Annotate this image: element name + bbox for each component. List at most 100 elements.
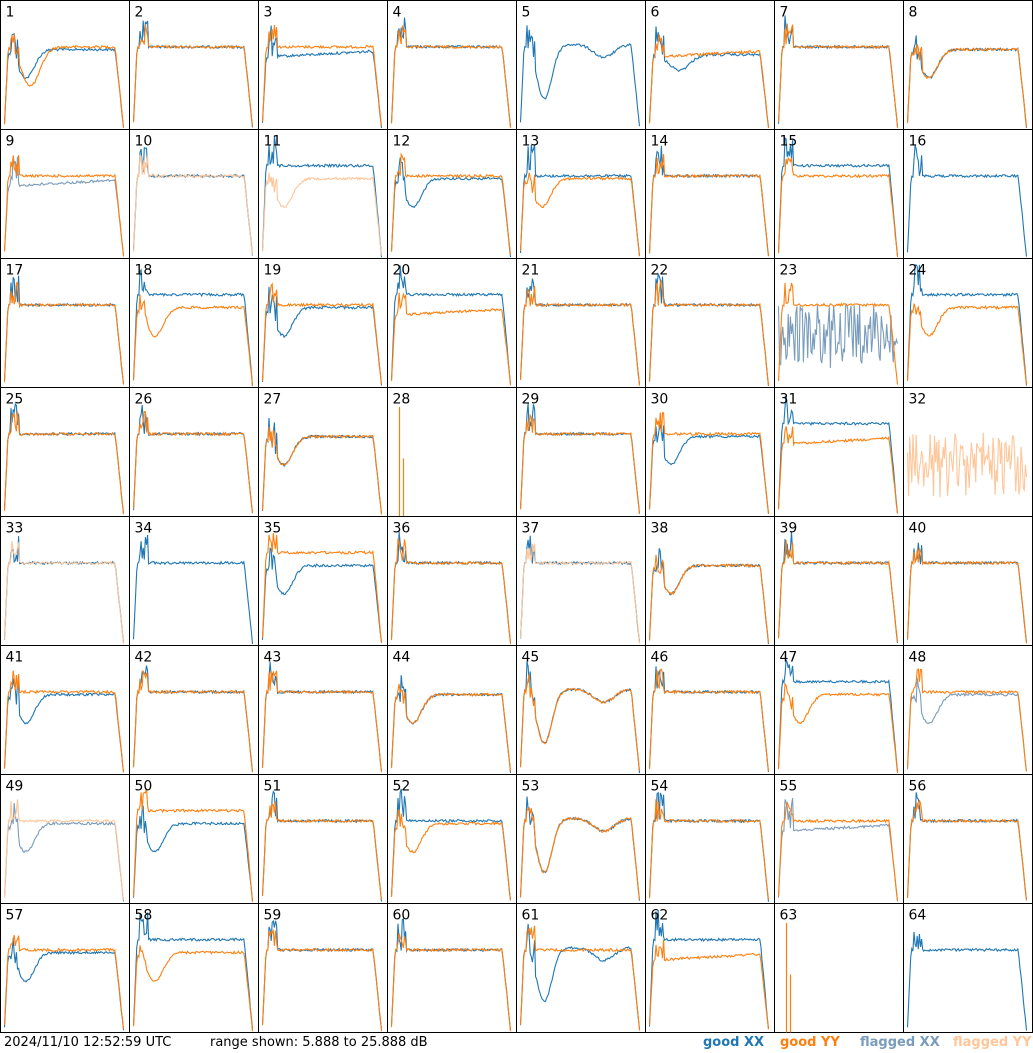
panel-label: 38 <box>651 521 669 537</box>
panel-frame <box>129 129 259 259</box>
panel-frame <box>0 903 130 1033</box>
panel-frame <box>645 516 775 646</box>
series-xx-line <box>648 423 770 514</box>
panel-frame <box>258 903 388 1033</box>
panel-label: 64 <box>909 908 927 924</box>
panel-label: 5 <box>522 5 531 21</box>
series-yy-line <box>519 172 641 257</box>
panel-frame <box>516 903 646 1033</box>
panel-frame <box>645 774 775 904</box>
series-xx-line <box>777 394 899 514</box>
series-xx-line <box>3 155 125 256</box>
series-yy-line <box>132 410 254 513</box>
series-yy-line <box>906 799 1028 901</box>
series-yy-line <box>3 155 125 257</box>
series-yy-line <box>648 939 770 1030</box>
series-yy-line <box>390 538 512 645</box>
series-xx-line <box>390 788 512 901</box>
panel-label: 62 <box>651 908 669 924</box>
panel-label: 25 <box>6 392 24 408</box>
panel-label: 52 <box>393 779 411 795</box>
series-yy-line <box>390 683 512 772</box>
series-yy-line <box>261 282 383 385</box>
series-yy-line <box>906 546 1028 644</box>
panel-label: 30 <box>651 392 669 408</box>
series-yy-line <box>3 541 125 644</box>
panel-frame <box>903 258 1033 388</box>
series-yy-line <box>519 674 641 771</box>
series-xx-line <box>906 931 1028 1031</box>
panel-frame <box>516 774 646 904</box>
series-yy-line <box>398 406 405 517</box>
panel-label: 24 <box>909 263 927 279</box>
series-xx-line <box>3 937 125 1031</box>
panel-frame <box>774 0 904 130</box>
panel-label: 11 <box>264 134 282 150</box>
panel-frame <box>645 258 775 388</box>
panel-frame <box>0 0 130 130</box>
panel-label: 15 <box>780 134 798 150</box>
panel-label: 40 <box>909 521 927 537</box>
panel-label: 51 <box>264 779 282 795</box>
panel-label: 19 <box>264 263 282 279</box>
series-yy-line <box>777 156 899 258</box>
series-xx-line <box>390 265 512 384</box>
panel-label: 31 <box>780 392 798 408</box>
series-xx-line <box>3 678 125 773</box>
panel-frame <box>129 903 259 1033</box>
panel-label: 14 <box>651 134 669 150</box>
panel-frame <box>516 387 646 517</box>
panel-label: 36 <box>393 521 411 537</box>
series-xx-line <box>3 802 125 902</box>
series-yy-line <box>390 933 512 1032</box>
legend-good-yy: good YY <box>780 1035 840 1050</box>
panel-label: 33 <box>6 521 24 537</box>
series-xx-line <box>132 534 254 645</box>
panel-frame <box>129 774 259 904</box>
panel-label: 6 <box>651 5 660 21</box>
panel-label: 43 <box>264 650 282 666</box>
series-xx-line <box>390 157 512 258</box>
panel-label: 4 <box>393 5 402 21</box>
panel-frame <box>387 258 517 388</box>
series-yy-line <box>390 809 512 900</box>
series-yy-line <box>519 413 641 514</box>
panel-frame <box>129 516 259 646</box>
panel-frame <box>774 129 904 259</box>
series-xx-line <box>777 303 899 368</box>
series-yy-line <box>3 281 125 385</box>
panel-frame <box>774 774 904 904</box>
series-yy-line <box>261 928 383 1032</box>
panel-label: 3 <box>264 5 273 21</box>
panel-frame <box>258 645 388 775</box>
series-xx-line <box>777 137 899 256</box>
range-label: range shown: 5.888 to 25.888 dB <box>210 1035 428 1050</box>
panel-label: 45 <box>522 650 540 666</box>
series-xx-line <box>132 805 254 902</box>
panel-label: 50 <box>135 779 153 795</box>
series-xx-line <box>648 909 770 1029</box>
panel-frame <box>645 645 775 775</box>
series-yy-line <box>906 303 1028 385</box>
panel-label: 56 <box>909 779 927 795</box>
panel-frame <box>129 645 259 775</box>
series-yy-line <box>390 152 512 255</box>
panel-frame <box>903 129 1033 259</box>
series-yy-line <box>261 533 383 643</box>
series-yy-line <box>906 668 1028 772</box>
panel-label: 23 <box>780 263 798 279</box>
panel-label: 12 <box>393 134 411 150</box>
series-yy-line <box>906 44 1028 127</box>
panel-label: 9 <box>6 134 15 150</box>
panel-label: 60 <box>393 908 411 924</box>
footer: 2024/11/10 12:52:59 UTC range shown: 5.8… <box>0 1033 1033 1053</box>
panel-label: 61 <box>522 908 540 924</box>
panel-frame <box>516 645 646 775</box>
series-xx-line <box>519 144 641 257</box>
panel-frame <box>0 645 130 775</box>
panel-label: 10 <box>135 134 153 150</box>
panel-frame <box>903 0 1033 130</box>
series-yy-line <box>648 668 770 772</box>
panel-frame <box>516 516 646 646</box>
panel-label: 34 <box>135 521 153 537</box>
